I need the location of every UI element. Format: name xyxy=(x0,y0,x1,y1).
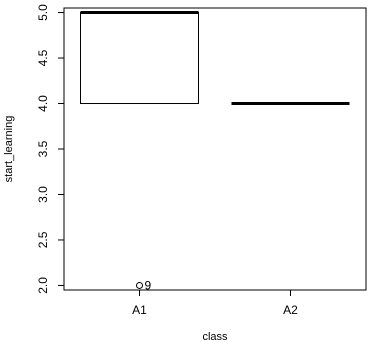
y-tick-label: 3.0 xyxy=(36,186,50,203)
outlier-point xyxy=(136,281,143,289)
y-tick-label: 2.0 xyxy=(36,277,50,294)
x-axis-title: class xyxy=(202,331,228,342)
y-tick-label: 4.0 xyxy=(36,95,50,112)
y-axis-title: start_learning xyxy=(3,116,15,183)
y-tick-label: 3.5 xyxy=(36,140,50,157)
outliers: 9 xyxy=(136,278,152,292)
x-axis: A1 A2 xyxy=(132,290,298,317)
y-tick-label: 4.5 xyxy=(36,49,50,66)
box-A1 xyxy=(80,12,199,105)
plot-frame xyxy=(63,7,367,291)
x-tick-label: A2 xyxy=(283,303,298,317)
y-tick-label: 2.5 xyxy=(36,231,50,248)
y-tick-label: 5.0 xyxy=(36,4,50,21)
boxes xyxy=(80,11,350,106)
x-tick-label: A1 xyxy=(132,303,147,317)
y-axis: 2.0 2.5 3.0 3.5 4.0 4.5 5.0 xyxy=(36,4,64,294)
outlier-label: 9 xyxy=(145,278,152,292)
